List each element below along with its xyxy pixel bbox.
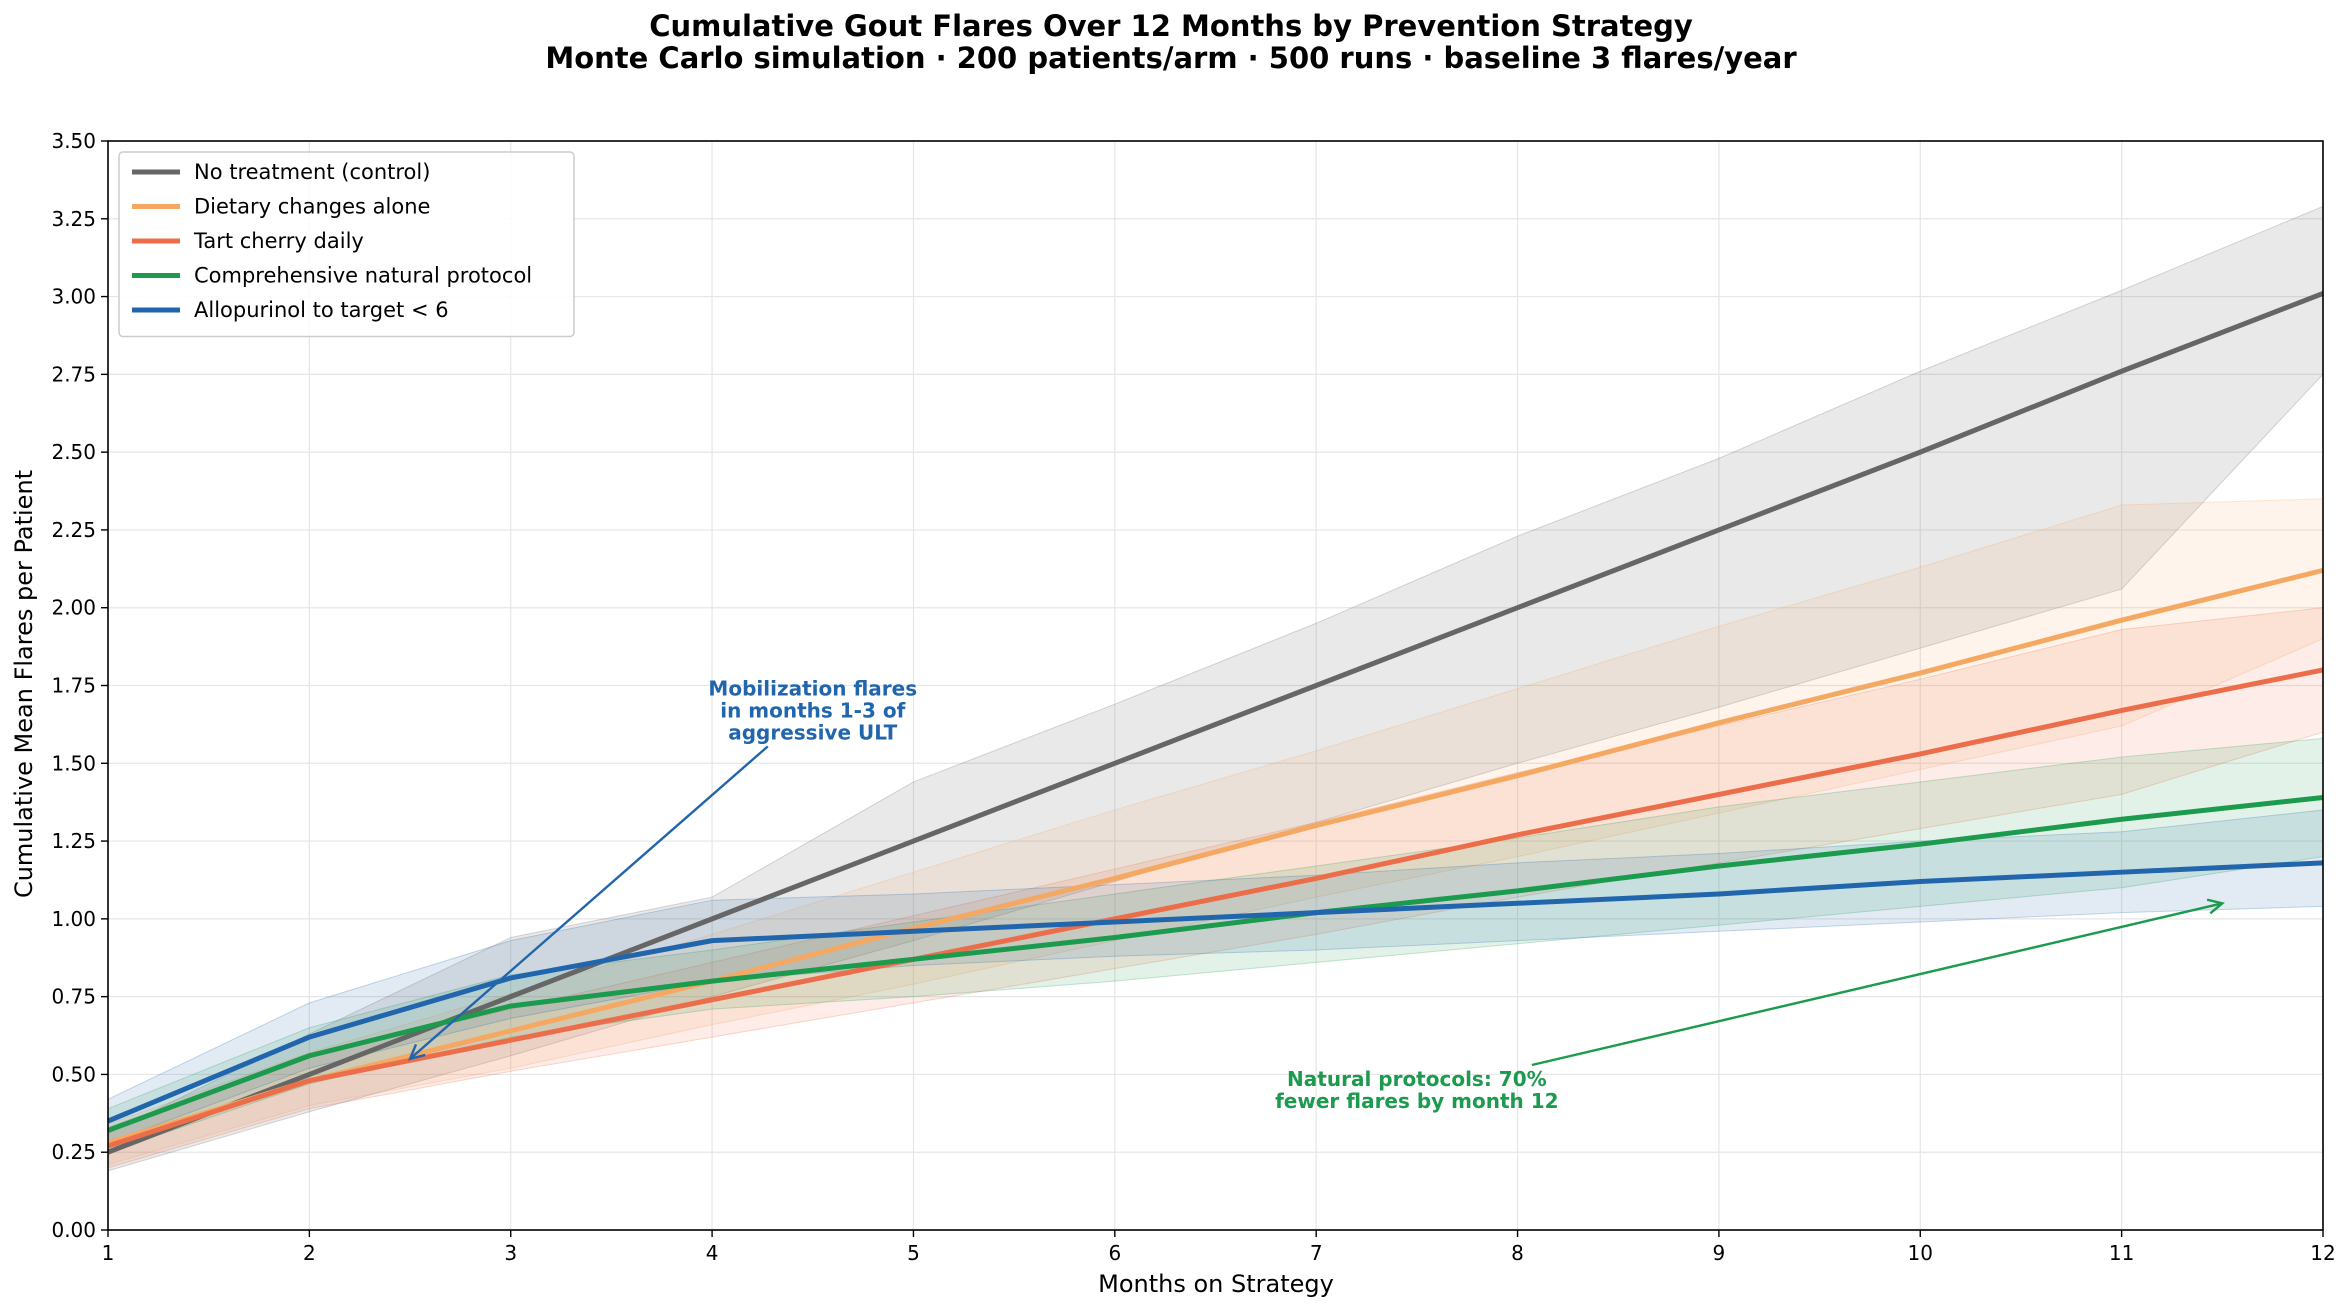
annotation-text-line: fewer flares by month 12 [1275, 1089, 1558, 1113]
y-tick-label: 2.00 [51, 596, 96, 620]
line-series-2 [107, 667, 2324, 1149]
x-axis-ticks: 1 2 3 4 5 6 7 8 9 10 11 12 [102, 1230, 2336, 1265]
y-tick-label: 3.25 [51, 207, 96, 231]
y-tick-label: 2.75 [51, 362, 96, 386]
x-axis-label: Months on Strategy [1098, 1270, 1334, 1298]
legend-label: Tart cherry daily [193, 229, 364, 253]
chart-title: Cumulative Gout Flares Over 12 Months by… [649, 9, 1693, 43]
y-tick-label: 1.50 [51, 751, 96, 775]
y-axis-ticks: 0.00 0.25 0.50 0.75 1.00 1.25 1.50 1.75 2.00 2.25… [51, 129, 108, 1242]
annotation-text-line: aggressive ULT [728, 720, 897, 744]
annotation-text-line: in months 1-3 of [720, 698, 905, 722]
x-tick-label: 4 [706, 1241, 719, 1265]
legend-label: Allopurinol to target < 6 [194, 298, 449, 322]
y-axis-label: Cumulative Mean Flares per Patient [10, 470, 38, 898]
legend-label: No treatment (control) [194, 160, 430, 184]
line-series-0 [107, 291, 2324, 1155]
y-tick-label: 0.00 [51, 1218, 96, 1242]
legend: No treatment (control) Dietary changes al… [118, 151, 575, 338]
y-tick-label: 3.00 [51, 285, 96, 309]
y-tick-label: 0.25 [51, 1140, 96, 1164]
y-tick-label: 2.50 [51, 440, 96, 464]
x-tick-label: 2 [303, 1241, 316, 1265]
x-tick-label: 5 [907, 1241, 920, 1265]
x-tick-label: 8 [1511, 1241, 1524, 1265]
y-tick-label: 0.75 [51, 985, 96, 1009]
y-tick-label: 3.50 [51, 129, 96, 153]
annotation-arrow-head [408, 1043, 426, 1061]
legend-label: Comprehensive natural protocol [194, 264, 532, 288]
y-tick-label: 0.50 [51, 1062, 96, 1086]
y-tick-label: 1.00 [51, 907, 96, 931]
chart-subtitle: Monte Carlo simulation · 200 patients/ar… [545, 41, 1797, 75]
y-tick-label: 2.25 [51, 518, 96, 542]
x-tick-label: 1 [102, 1241, 115, 1265]
x-tick-label: 3 [504, 1241, 517, 1265]
x-tick-label: 9 [1713, 1241, 1726, 1265]
x-tick-label: 10 [1908, 1241, 1933, 1265]
series-lines [107, 291, 2324, 1155]
line-series-4 [107, 860, 2324, 1124]
y-tick-label: 1.75 [51, 674, 96, 698]
annotation-arrow-shaft [1531, 902, 2223, 1067]
annotation-text-line: Mobilization flares [708, 676, 917, 700]
x-tick-label: 7 [1310, 1241, 1323, 1265]
line-series-3 [107, 795, 2324, 1133]
line-series-1 [107, 567, 2324, 1146]
legend-box [118, 151, 575, 338]
y-tick-label: 1.25 [51, 829, 96, 853]
x-tick-label: 12 [2310, 1241, 2335, 1265]
annotation-arrow-head [2206, 898, 2225, 915]
annotation-arrow-shaft [409, 745, 769, 1060]
x-tick-label: 6 [1108, 1241, 1121, 1265]
legend-label: Dietary changes alone [194, 195, 430, 219]
annotation-text-line: Natural protocols: 70% [1287, 1067, 1547, 1091]
x-tick-label: 11 [2109, 1241, 2134, 1265]
